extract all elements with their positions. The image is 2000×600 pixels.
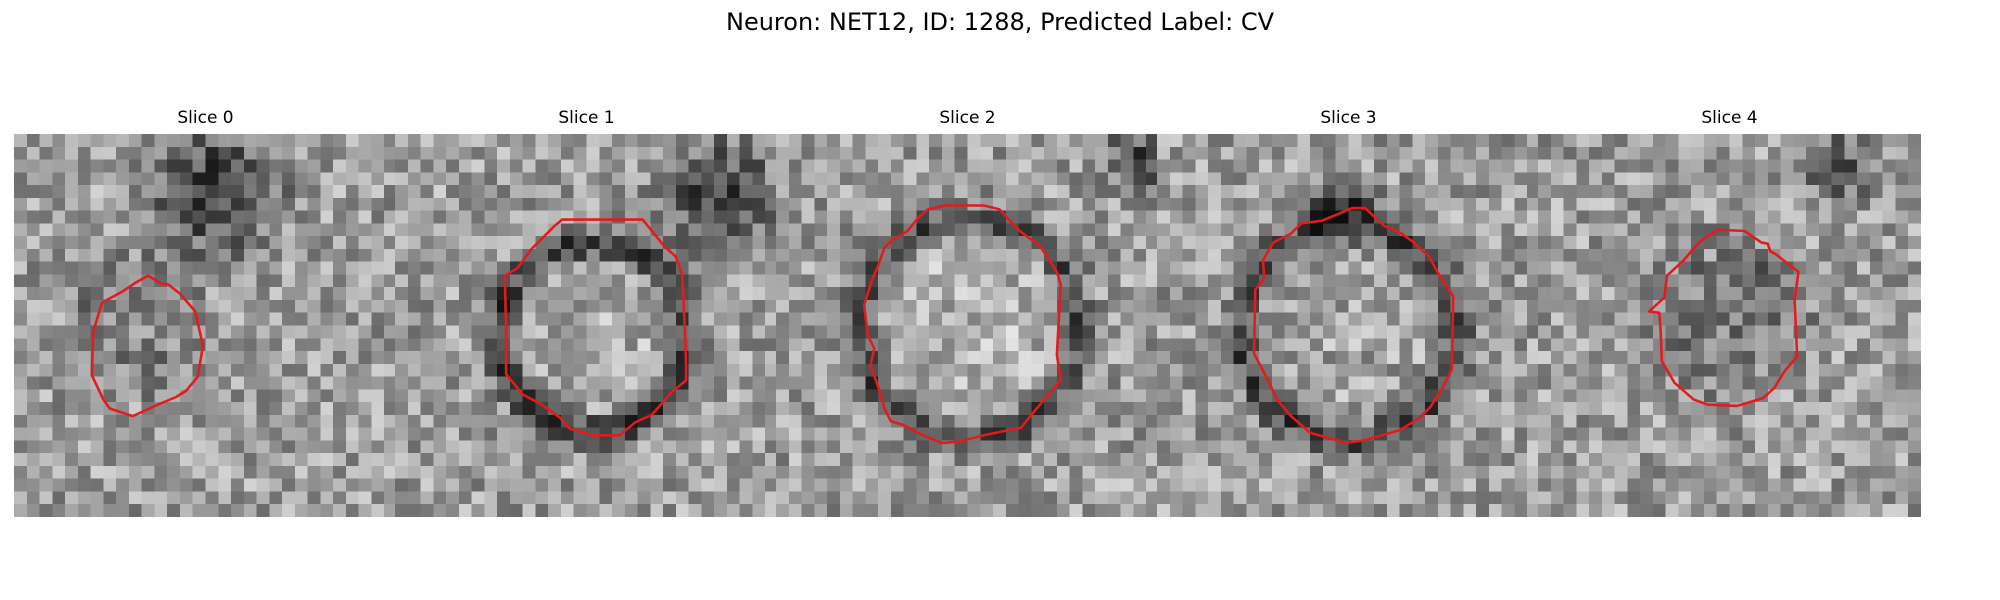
pixel-grid (776, 134, 1159, 517)
slice-title: Slice 2 (776, 108, 1159, 128)
microscopy-slice-image (776, 134, 1159, 517)
slice-title: Slice 4 (1538, 108, 1921, 128)
slice-panel: Slice 3 (1157, 108, 1540, 520)
slice-panel: Slice 1 (395, 108, 778, 520)
slice-panel: Slice 0 (14, 108, 397, 520)
slice-panel: Slice 2 (776, 108, 1159, 520)
slice-title: Slice 0 (14, 108, 397, 128)
slice-title: Slice 1 (395, 108, 778, 128)
pixel-grid (1157, 134, 1540, 517)
slice-panel: Slice 4 (1538, 108, 1921, 520)
microscopy-slice-image (395, 134, 778, 517)
microscopy-slice-image (1157, 134, 1540, 517)
slice-title: Slice 3 (1157, 108, 1540, 128)
microscopy-slice-image (1538, 134, 1921, 517)
figure-title: Neuron: NET12, ID: 1288, Predicted Label… (0, 8, 2000, 36)
pixel-grid (1538, 134, 1921, 517)
microscopy-slice-image (14, 134, 397, 517)
pixel-grid (14, 134, 397, 517)
pixel-grid (395, 134, 778, 517)
